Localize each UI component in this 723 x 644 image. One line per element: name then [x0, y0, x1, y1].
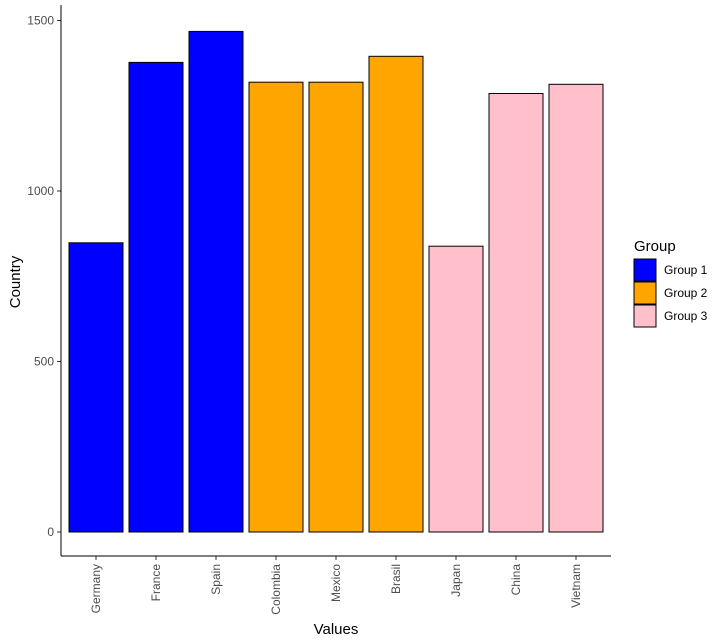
x-axis-title: Values [314, 621, 359, 638]
x-tick-label: Germany [89, 564, 103, 613]
y-axis-ticks: 0 500 1000 1500 [27, 14, 61, 539]
x-axis-ticks: Germany France Spain Colombia Mexico Brasil Ja… [89, 556, 583, 615]
y-tick-label: 1000 [27, 184, 54, 198]
legend-swatch-3 [633, 304, 657, 328]
bar-brasil [368, 55, 424, 533]
bar-colombia [248, 81, 304, 533]
y-tick-label: 500 [34, 355, 54, 369]
legend-title: Group [634, 238, 676, 255]
y-tick-label: 1500 [27, 14, 54, 28]
y-tick-label: 0 [47, 525, 54, 539]
bars-layer [68, 30, 604, 533]
legend-label-2: Group 2 [664, 286, 708, 300]
x-tick-label: China [509, 564, 523, 596]
legend-swatch-2 [633, 281, 657, 305]
x-tick-label: Colombia [269, 564, 283, 615]
bar-france [128, 61, 184, 533]
x-tick-label: Vietnam [569, 564, 583, 608]
legend-swatch-1 [633, 258, 657, 282]
bar-japan [428, 245, 484, 533]
bar-spain [188, 30, 244, 533]
bar-germany [68, 242, 124, 533]
x-tick-label: France [149, 564, 163, 602]
legend-label-1: Group 1 [664, 263, 708, 277]
legend: Group Group 1 Group 2 Group 3 [633, 238, 708, 328]
bar-china [488, 93, 544, 533]
x-tick-label: Mexico [329, 564, 343, 602]
legend-label-3: Group 3 [664, 309, 708, 323]
x-tick-label: Brasil [389, 564, 403, 594]
bar-mexico [308, 81, 364, 533]
y-axis-title: Country [7, 255, 24, 308]
x-tick-label: Spain [209, 564, 223, 595]
legend-items: Group 1 Group 2 Group 3 [633, 258, 708, 328]
x-tick-label: Japan [449, 564, 463, 597]
bar-vietnam [548, 83, 604, 533]
